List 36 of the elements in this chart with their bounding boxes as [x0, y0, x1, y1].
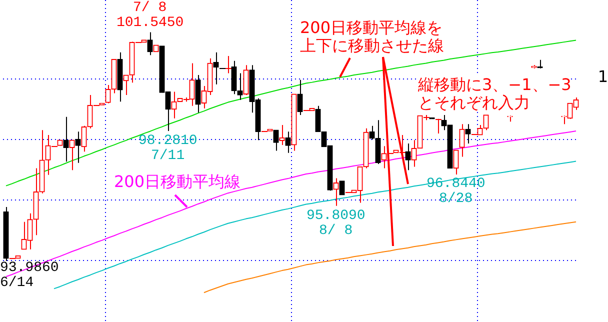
annotation: 95.8090	[306, 208, 366, 224]
annotation: 8/28	[439, 191, 473, 208]
candlestick	[147, 32, 153, 56]
annotation: 7/ 8	[133, 0, 167, 16]
annotation: 7/11	[151, 148, 185, 164]
candlestick	[459, 124, 465, 158]
candlestick	[297, 79, 303, 116]
annotation: 縦移動に3、−1、−3	[418, 75, 572, 94]
candlestick	[63, 116, 69, 162]
annotation: 8/ 8	[319, 222, 353, 239]
candlestick	[213, 52, 219, 85]
annotation: 200日移動平均線を	[300, 18, 443, 37]
candlestick	[279, 124, 285, 146]
candlestick	[465, 124, 471, 144]
candlestick	[123, 74, 129, 96]
annotation: 101.5450	[116, 15, 184, 32]
annotation: 96.8440	[426, 176, 486, 192]
annotation: 98.2810	[138, 133, 198, 149]
candlestick	[435, 118, 442, 134]
annotation: 上下に移動させた線	[300, 36, 444, 55]
candlestick	[75, 131, 81, 164]
candlestick	[225, 55, 232, 74]
annotation: とそれぞれ入力	[418, 93, 530, 112]
candlestick	[339, 180, 345, 196]
candlestick	[69, 140, 75, 171]
annotation: 6/14	[0, 275, 34, 291]
text: 1	[598, 67, 608, 86]
candlestick	[333, 178, 339, 206]
candlestick	[453, 150, 459, 175]
candlestick	[273, 130, 279, 152]
series-label: 200日移動平均線	[114, 172, 241, 190]
candlestick	[243, 64, 249, 96]
candlestick	[405, 142, 411, 171]
candlestick	[195, 74, 201, 114]
candlestick	[285, 131, 291, 154]
candlestick	[381, 146, 387, 169]
